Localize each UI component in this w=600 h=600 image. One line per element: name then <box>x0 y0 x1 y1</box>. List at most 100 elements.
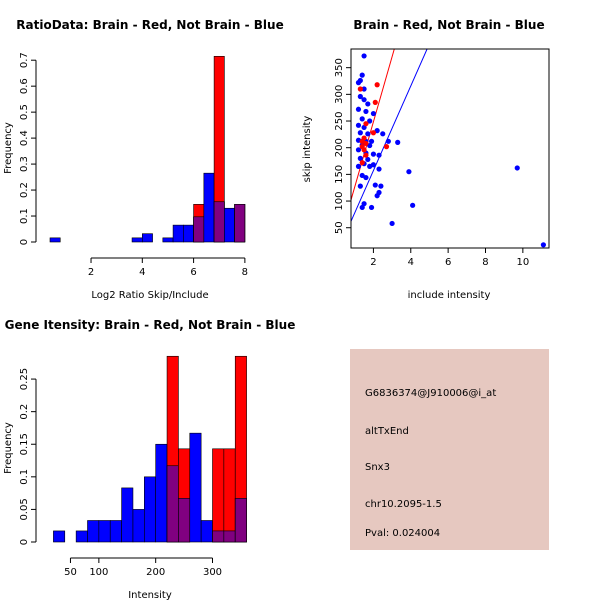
gene-bar-not-brain-0 <box>53 530 66 543</box>
info-location: chr10.2095-1.5 <box>365 499 442 510</box>
ratio-histogram-ylabel: Frequency <box>3 122 14 174</box>
ratio-bar-not-brain-13 <box>183 224 194 243</box>
scatter-point-not-brain-3 <box>355 80 362 86</box>
gene-x-tick-label-0: 50 <box>64 567 77 578</box>
scatter-point-not-brain-11 <box>359 116 365 122</box>
gene-bar-not-brain-4 <box>98 520 111 543</box>
gene-intensity-title: Gene Itensity: Brain - Red, Not Brain - … <box>5 318 296 332</box>
scatter-point-brain-10 <box>383 144 390 150</box>
gene-bar-overlap-15 <box>223 530 236 543</box>
scatter-x-tick-label-3: 8 <box>482 257 488 268</box>
scatter-fit-line-red <box>351 49 395 201</box>
scatter-point-brain-0 <box>374 82 380 88</box>
scatter-xlabel: include intensity <box>408 290 491 301</box>
ratio-bar-overlap-18 <box>234 204 246 243</box>
ratio-y-tick-label-2: 0.2 <box>19 182 30 198</box>
intensity-scatter-panel: Brain - Red, Not Brain - Blue include in… <box>302 18 550 301</box>
scatter-x-tick-label-2: 6 <box>445 257 451 268</box>
scatter-point-not-brain-12 <box>367 118 373 124</box>
gene-bar-overlap-14 <box>212 530 225 543</box>
info-probe-id: G6836374@J910006@i_at <box>365 388 496 399</box>
ratio-bar-not-brain-15 <box>203 172 215 243</box>
scatter-point-brain-12 <box>359 160 365 166</box>
scatter-axes: 2 4 6 8 10 50 100 150 200 250 300 350 <box>334 58 529 268</box>
gene-bar-not-brain-13 <box>200 520 213 543</box>
scatter-x-tick-label-1: 4 <box>408 257 414 268</box>
ratio-histogram-axes: 2 4 6 8 0 0.1 0.2 0.3 0.4 0.5 0.6 0.7 <box>19 52 248 278</box>
ratio-bar-not-brain-11 <box>162 237 174 243</box>
scatter-point-not-brain-28 <box>370 151 377 157</box>
scatter-clipped-layer <box>351 49 546 248</box>
scatter-point-not-brain-23 <box>395 139 401 145</box>
scatter-title: Brain - Red, Not Brain - Blue <box>353 18 544 32</box>
scatter-point-brain-2 <box>372 99 378 105</box>
gene-intensity-ylabel: Frequency <box>3 422 14 474</box>
scatter-x-tick-label-0: 2 <box>370 257 376 268</box>
scatter-point-not-brain-0 <box>361 53 367 59</box>
ratio-bar-not-brain-0 <box>49 237 61 243</box>
gene-bar-not-brain-7 <box>132 509 145 543</box>
gene-bar-not-brain-3 <box>87 520 100 543</box>
gene-y-tick-label-2: 0.1 <box>19 469 30 485</box>
scatter-y-tick-label-0: 50 <box>334 221 345 234</box>
gene-bar-overlap-11 <box>178 498 191 543</box>
info-gene: Snx3 <box>365 462 390 473</box>
gene-y-tick-label-4: 0.2 <box>19 404 30 420</box>
ratio-histogram-bars <box>49 55 246 243</box>
scatter-point-not-brain-40 <box>372 182 378 188</box>
ratio-y-tick-label-4: 0.4 <box>19 130 30 146</box>
ratio-bar-overlap-16 <box>213 201 225 243</box>
ratio-bar-overlap-14 <box>193 216 205 243</box>
scatter-point-not-brain-48 <box>410 202 416 208</box>
scatter-point-brain-4 <box>370 130 377 136</box>
ratio-x-tick-label-3: 8 <box>242 267 248 278</box>
ratio-y-tick-label-1: 0.1 <box>19 208 30 224</box>
scatter-y-tick-label-6: 350 <box>334 58 345 77</box>
gene-intensity-bars <box>53 355 247 543</box>
gene-bar-overlap-16 <box>234 498 247 543</box>
scatter-point-brain-7 <box>363 140 369 147</box>
scatter-point-not-brain-39 <box>363 174 369 181</box>
scatter-ylabel: skip intensity <box>302 116 313 183</box>
info-box: G6836374@J910006@i_at altTxEnd Snx3 chr1… <box>350 349 549 550</box>
gene-x-tick-label-2: 200 <box>146 567 165 578</box>
gene-intensity-axes: 50 100 200 300 0 0.05 0.1 0.15 0.2 0.25 <box>19 368 222 578</box>
scatter-plot-area <box>350 48 550 249</box>
gene-bar-not-brain-6 <box>121 487 134 543</box>
scatter-point-not-brain-5 <box>357 93 363 100</box>
scatter-point-not-brain-10 <box>370 110 377 117</box>
scatter-point-not-brain-26 <box>355 147 362 153</box>
ratio-histogram-xlabel: Log2 Ratio Skip/Include <box>91 290 208 301</box>
ratio-y-tick-label-6: 0.6 <box>19 78 30 94</box>
scatter-y-tick-label-3: 200 <box>334 138 345 157</box>
scatter-point-brain-11 <box>363 152 369 158</box>
ratio-y-tick-label-3: 0.3 <box>19 156 30 172</box>
scatter-point-not-brain-4 <box>361 86 367 92</box>
gene-y-tick-label-3: 0.15 <box>19 433 30 455</box>
scatter-y-tick-label-5: 300 <box>334 85 345 104</box>
scatter-point-not-brain-44 <box>374 193 380 199</box>
scatter-point-not-brain-42 <box>378 183 384 189</box>
scatter-point-not-brain-36 <box>376 166 382 172</box>
scatter-point-not-brain-29 <box>376 152 382 158</box>
gene-intensity-histogram-panel: Gene Itensity: Brain - Red, Not Brain - … <box>3 318 295 600</box>
gene-bar-brain-15 <box>223 448 236 543</box>
scatter-point-not-brain-21 <box>368 138 375 144</box>
gene-y-tick-label-0: 0 <box>19 539 30 545</box>
ratio-y-tick-label-5: 0.5 <box>19 104 30 120</box>
scatter-point-not-brain-17 <box>365 131 371 137</box>
scatter-point-brain-9 <box>361 147 367 153</box>
scatter-point-not-brain-41 <box>357 183 363 189</box>
scatter-point-not-brain-18 <box>380 131 386 137</box>
scatter-y-tick-label-2: 150 <box>334 165 345 184</box>
scatter-point-not-brain-16 <box>357 130 363 136</box>
ratio-histogram-panel: RatioData: Brain - Red, Not Brain - Blue… <box>3 18 284 301</box>
gene-intensity-xlabel: Intensity <box>128 590 172 600</box>
scatter-fit-line-blue <box>351 49 428 222</box>
scatter-point-not-brain-51 <box>540 242 546 248</box>
scatter-point-not-brain-1 <box>359 72 365 78</box>
scatter-point-not-brain-13 <box>355 122 362 128</box>
scatter-point-not-brain-50 <box>514 165 520 171</box>
ratio-x-tick-label-1: 4 <box>139 267 145 278</box>
